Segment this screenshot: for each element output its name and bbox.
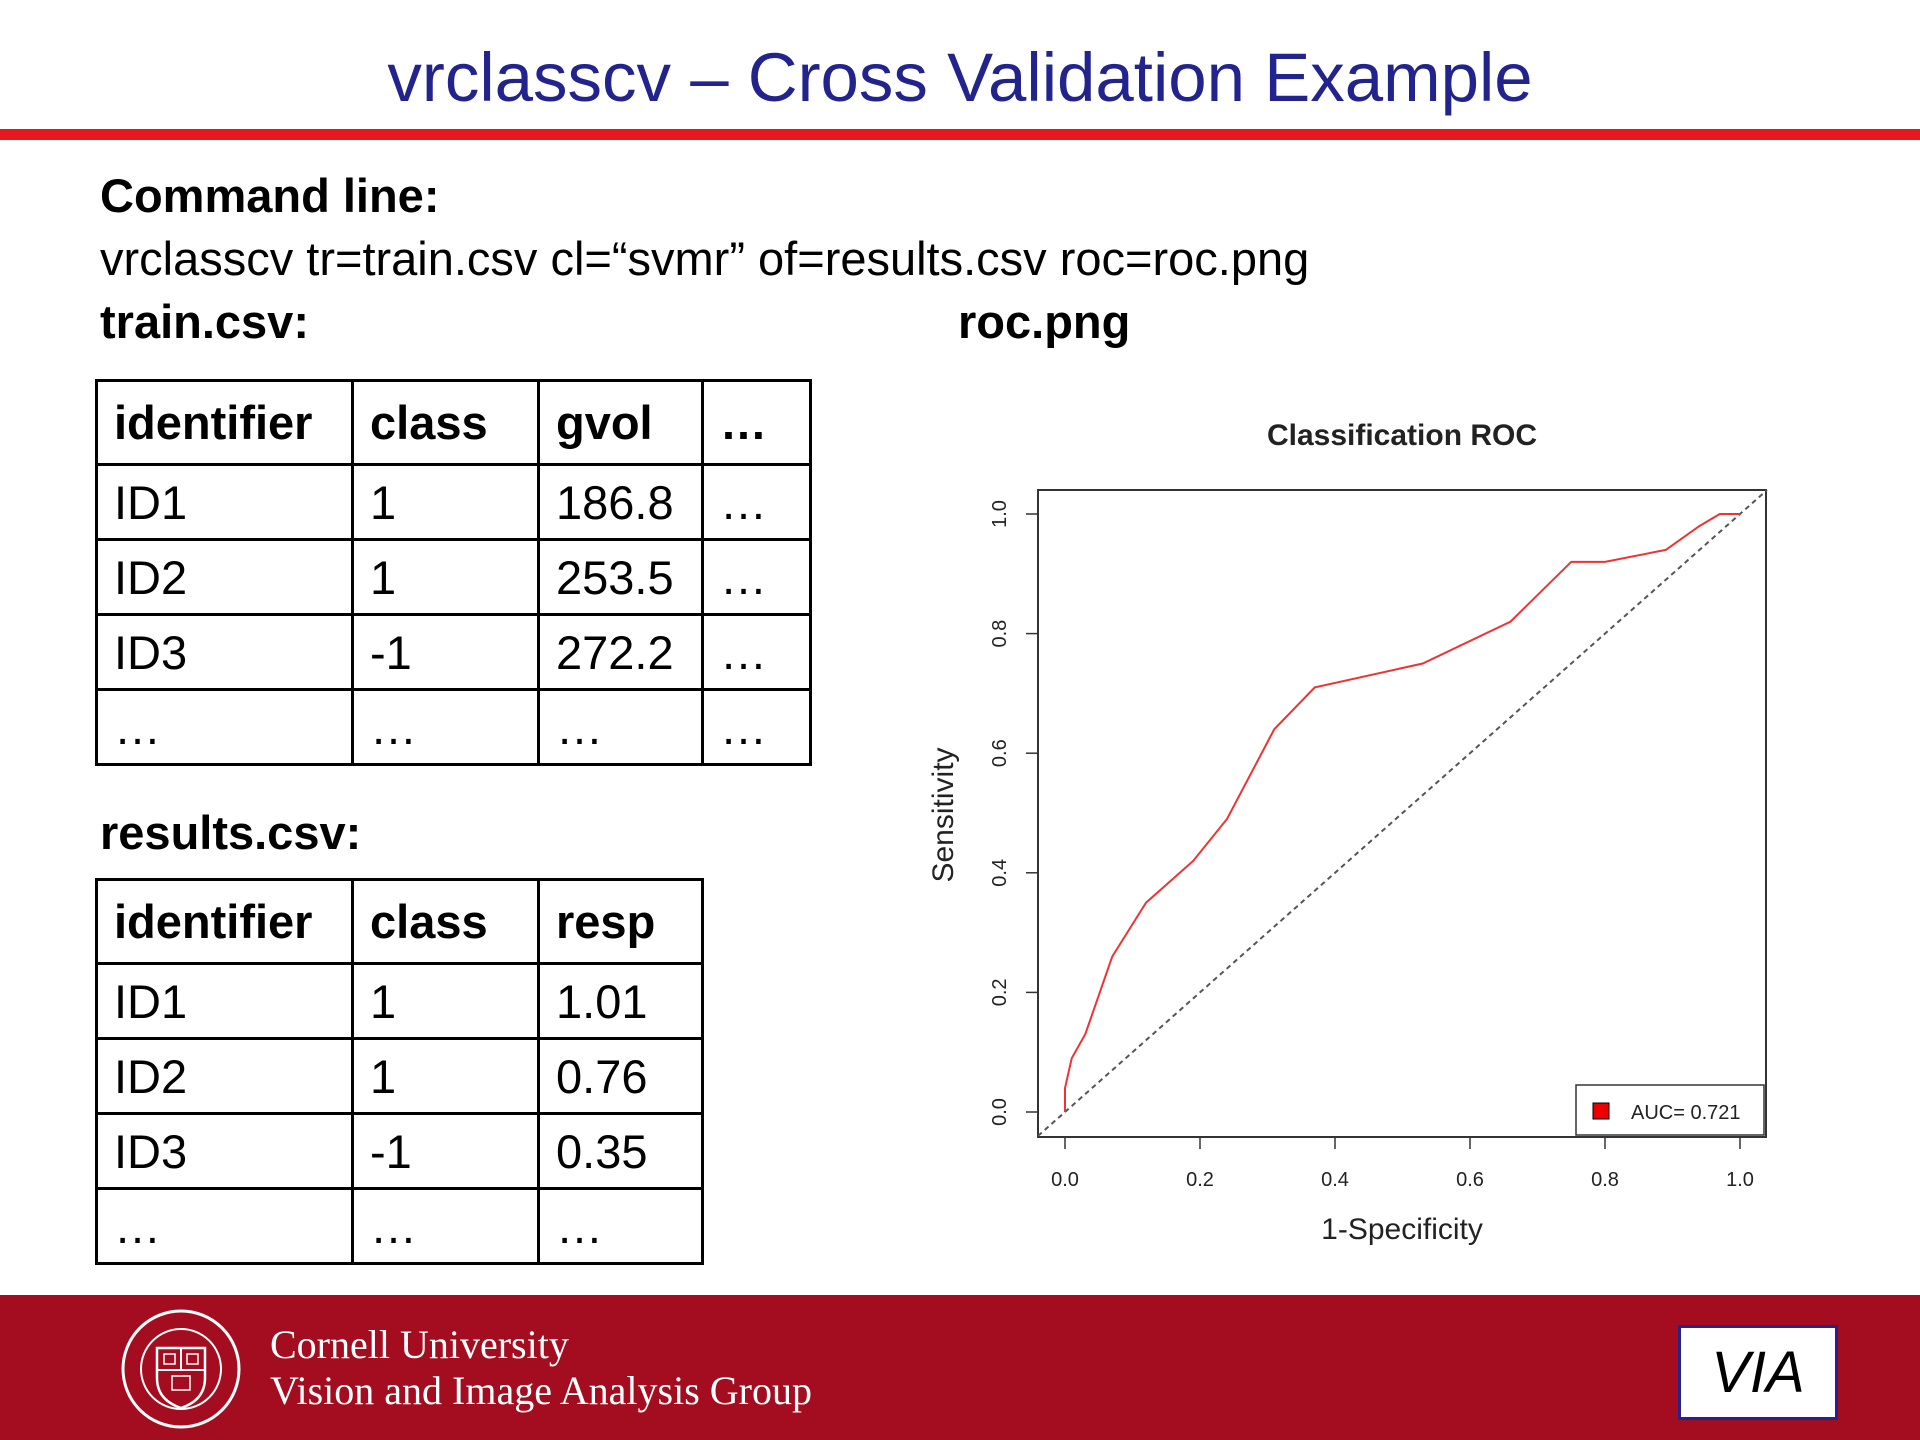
table-cell: ID3	[95, 1112, 354, 1190]
table-row: ID3 -1 0.35	[95, 1112, 704, 1190]
command-heading: Command line:	[100, 169, 440, 222]
table-cell: …	[701, 463, 812, 541]
title-rule	[0, 129, 1920, 140]
y-tick-label: 0.4	[989, 859, 1011, 887]
group-name: Vision and Image Analysis Group	[270, 1368, 812, 1413]
via-logo-text: VIA	[1711, 1340, 1805, 1405]
table-cell: 1	[351, 962, 540, 1040]
chart-title: Classification ROC	[1267, 419, 1537, 452]
table-cell: …	[95, 1187, 354, 1265]
table-header-row: identifier class gvol …	[95, 379, 812, 466]
legend-swatch	[1592, 1102, 1610, 1120]
legend-label: AUC= 0.721	[1631, 1102, 1741, 1124]
x-tick-label: 0.8	[1591, 1169, 1619, 1191]
y-tick-label: 0.0	[989, 1098, 1011, 1126]
x-tick-label: 0.6	[1456, 1169, 1484, 1191]
table-cell: …	[701, 688, 812, 766]
train-heading: train.csv:	[100, 295, 309, 348]
x-tick-label: 0.2	[1186, 1169, 1214, 1191]
x-tick-label: 0.0	[1051, 1169, 1079, 1191]
table-cell: …	[351, 688, 540, 766]
cornell-seal-logo	[121, 1309, 241, 1429]
table-cell: 0.76	[537, 1037, 704, 1115]
y-axis-label: Sensitivity	[927, 747, 960, 882]
table-row: … … … …	[95, 688, 812, 766]
table-cell: -1	[351, 613, 540, 691]
table-cell: 1	[351, 1037, 540, 1115]
y-tick-label: 1.0	[989, 500, 1011, 528]
table-cell: ID1	[95, 463, 354, 541]
y-tick-label: 0.6	[989, 739, 1011, 767]
table-cell: …	[537, 1187, 704, 1265]
x-tick-label: 0.4	[1321, 1169, 1349, 1191]
x-tick-label: 1.0	[1726, 1169, 1754, 1191]
table-cell: ID2	[95, 538, 354, 616]
roc-curve	[1064, 513, 1740, 1112]
column-header: identifier	[95, 878, 354, 965]
roc-heading: roc.png	[958, 295, 1131, 348]
slide-title: vrclasscv – Cross Validation Example	[387, 39, 1533, 116]
via-logo-box: VIA	[1678, 1325, 1838, 1420]
table-row: ID1 1 186.8 …	[95, 463, 812, 541]
y-tick-label: 0.2	[989, 978, 1011, 1006]
table-cell: 186.8	[537, 463, 704, 541]
table-header-row: identifier class resp	[95, 878, 704, 965]
results-table: identifier class resp ID1 1 1.01 ID2 1 0…	[95, 878, 704, 1265]
table-row: … … …	[95, 1187, 704, 1265]
table-cell: -1	[351, 1112, 540, 1190]
axis-ticks: 0.0 0.2 0.4 0.6 0.8 1.0 0.0 0.2 0.4 0.6 0.8 1.0	[989, 500, 1754, 1191]
column-header: identifier	[95, 379, 354, 466]
table-cell: 1	[351, 538, 540, 616]
column-header: resp	[537, 878, 704, 965]
table-row: ID1 1 1.01	[95, 962, 704, 1040]
table-row: ID2 1 0.76	[95, 1037, 704, 1115]
table-cell: …	[351, 1187, 540, 1265]
command-text: vrclasscv tr=train.csv cl=“svmr” of=resu…	[100, 232, 1310, 285]
roc-chart: Classification ROC 1-Specificity Sensiti…	[927, 419, 1768, 1246]
table-cell: 253.5	[537, 538, 704, 616]
table-cell: 1	[351, 463, 540, 541]
table-cell: …	[701, 538, 812, 616]
table-row: ID2 1 253.5 …	[95, 538, 812, 616]
table-cell: ID1	[95, 962, 354, 1040]
table-cell: 272.2	[537, 613, 704, 691]
column-header: class	[351, 878, 540, 965]
table-cell: ID3	[95, 613, 354, 691]
reference-diagonal	[1037, 489, 1768, 1137]
table-cell: ID2	[95, 1037, 354, 1115]
table-cell: …	[537, 688, 704, 766]
x-axis-label: 1-Specificity	[1321, 1213, 1483, 1246]
y-tick-label: 0.8	[989, 620, 1011, 648]
table-cell: …	[95, 688, 354, 766]
table-cell: 1.01	[537, 962, 704, 1040]
table-cell: 0.35	[537, 1112, 704, 1190]
train-table: identifier class gvol … ID1 1 186.8 … ID…	[95, 379, 812, 766]
plot-frame	[1037, 489, 1767, 1138]
table-row: ID3 -1 272.2 …	[95, 613, 812, 691]
column-header: …	[701, 379, 812, 466]
column-header: class	[351, 379, 540, 466]
column-header: gvol	[537, 379, 704, 466]
org-name: Cornell University	[270, 1322, 569, 1367]
table-cell: …	[701, 613, 812, 691]
footer-bar: Cornell University Vision and Image Anal…	[0, 1295, 1920, 1440]
results-heading: results.csv:	[100, 806, 362, 859]
